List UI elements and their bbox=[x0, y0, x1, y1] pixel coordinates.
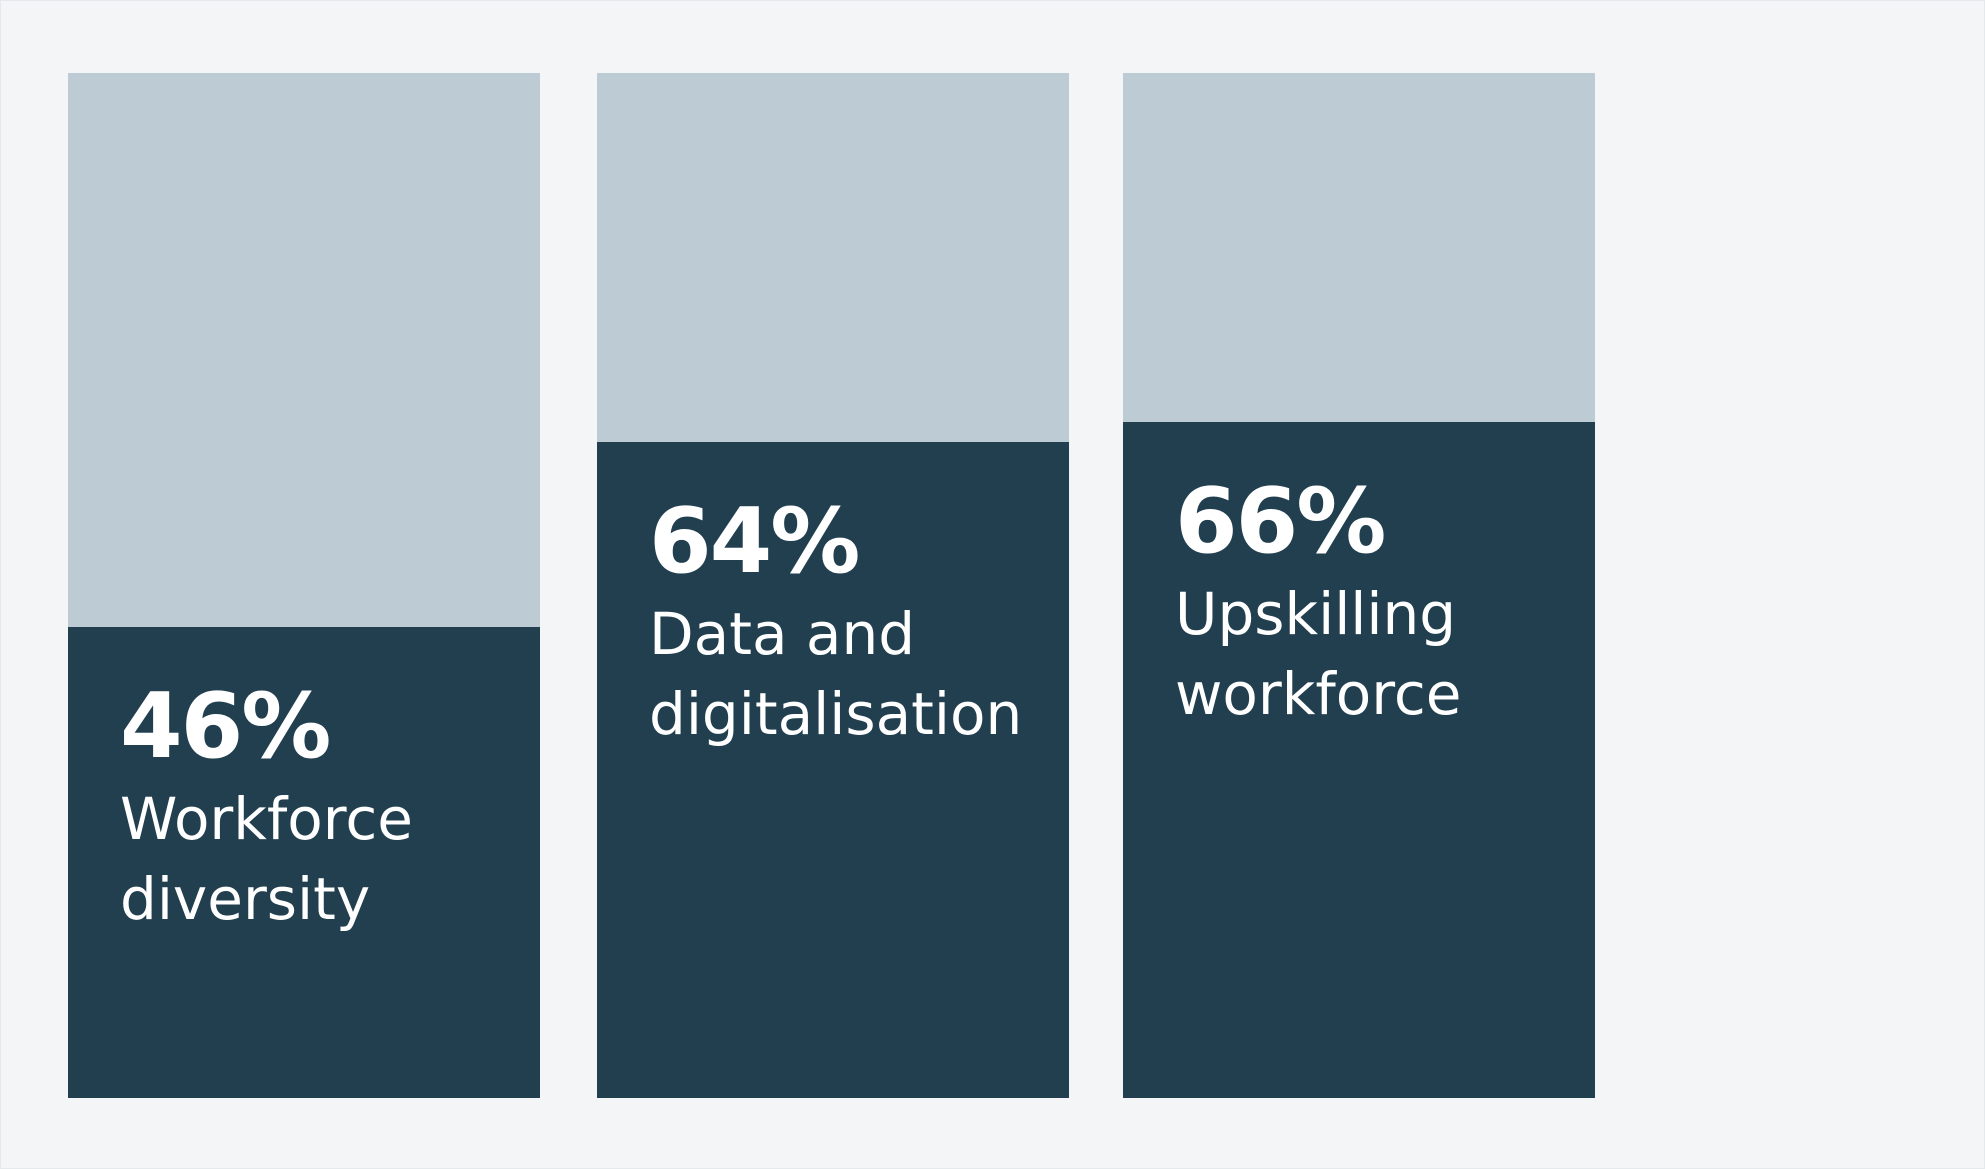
value-label: 64% bbox=[649, 489, 860, 594]
category-label: Workforce diversity bbox=[120, 784, 413, 933]
bar bbox=[68, 626, 540, 1098]
value-label: 46% bbox=[120, 673, 331, 779]
bar bbox=[1123, 421, 1595, 1098]
value-label: 66% bbox=[1175, 468, 1386, 574]
bar-label: 64% Data and digitalisation bbox=[649, 492, 1049, 754]
bar bbox=[597, 442, 1069, 1098]
bar-label: 46% Workforce diversity bbox=[120, 673, 520, 939]
bar-label: 66% Upskilling workforce bbox=[1175, 468, 1575, 734]
category-label: Upskilling workforce bbox=[1175, 579, 1462, 728]
category-label: Data and digitalisation bbox=[649, 600, 1023, 748]
